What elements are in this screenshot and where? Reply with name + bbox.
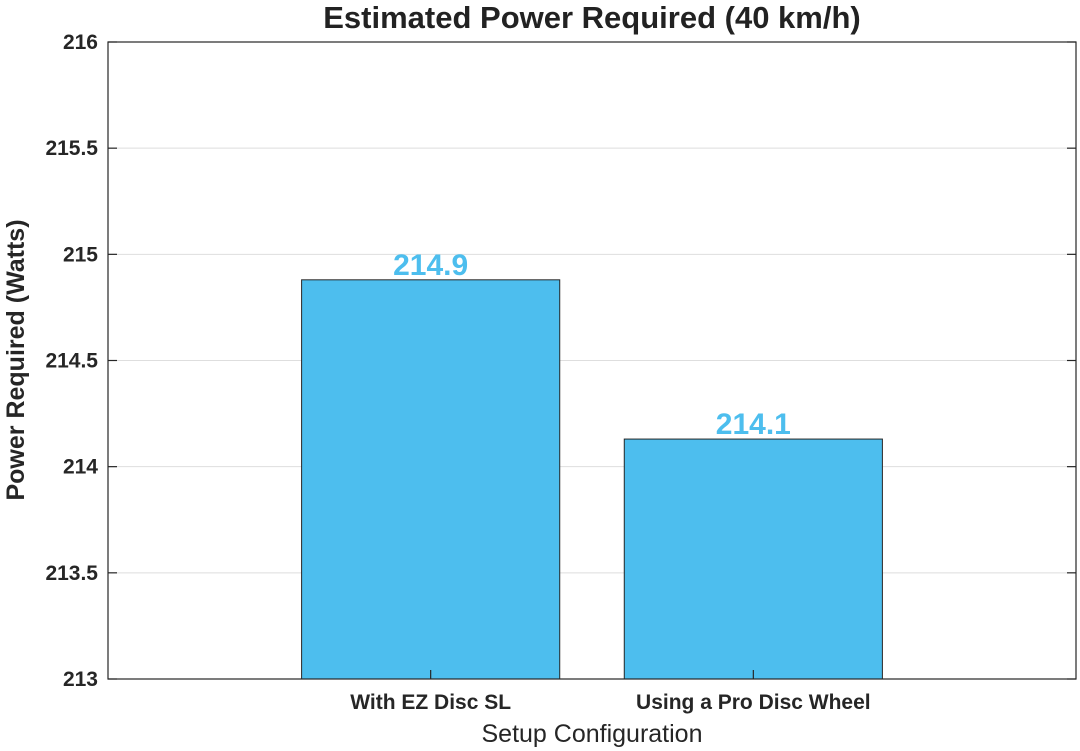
- data-labels: 214.9 214.1: [393, 249, 791, 441]
- y-tick-label: 213: [63, 668, 98, 691]
- x-axis-label: Setup Configuration: [482, 720, 703, 748]
- x-tick-labels: With EZ Disc SL Using a Pro Disc Wheel: [350, 670, 871, 714]
- y-tick-label: 214: [63, 456, 98, 479]
- bar: [623, 438, 883, 680]
- y-tick-label: 214.5: [45, 350, 98, 373]
- y-tick-labels: 213 213.5 214 214.5 215 215.5 216: [45, 31, 1076, 691]
- y-tick-label: 213.5: [45, 562, 98, 585]
- bar-value-label: 214.1: [716, 408, 791, 441]
- bars: [301, 279, 883, 680]
- y-axis-label: Power Required (Watts): [2, 219, 30, 500]
- chart-title: Estimated Power Required (40 km/h): [323, 0, 860, 35]
- y-tick-label: 215.5: [45, 137, 98, 160]
- x-tick-label: With EZ Disc SL: [350, 691, 511, 714]
- y-gridlines: [108, 147, 1076, 574]
- bar: [301, 279, 561, 680]
- bar-value-label: 214.9: [393, 249, 468, 282]
- y-tick-label: 216: [63, 31, 98, 54]
- x-tick-label: Using a Pro Disc Wheel: [636, 691, 871, 714]
- y-tick-label: 215: [63, 243, 98, 266]
